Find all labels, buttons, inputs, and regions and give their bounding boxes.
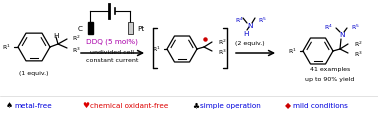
Text: 41 examples: 41 examples (310, 67, 350, 72)
Text: mild conditions: mild conditions (293, 102, 348, 108)
Bar (128, 23, 133, 35)
Text: undivided cell: undivided cell (90, 49, 134, 54)
Text: R$^5$: R$^5$ (258, 15, 267, 24)
Text: R$^4$: R$^4$ (235, 15, 244, 24)
Text: R$^2$: R$^2$ (354, 39, 363, 48)
Text: R$^5$: R$^5$ (351, 22, 360, 31)
Text: R$^1$: R$^1$ (2, 42, 11, 51)
Text: R$^3$: R$^3$ (72, 45, 81, 54)
Text: ♣: ♣ (192, 101, 199, 109)
Text: ♠: ♠ (6, 101, 13, 109)
Text: simple operation: simple operation (200, 102, 261, 108)
Text: H: H (53, 33, 59, 39)
Text: up to 90% yield: up to 90% yield (305, 76, 355, 81)
Text: C: C (78, 26, 83, 32)
Text: chemical oxidant-free: chemical oxidant-free (90, 102, 168, 108)
Text: R$^2$: R$^2$ (72, 33, 81, 42)
Text: (2 equiv.): (2 equiv.) (235, 41, 265, 46)
Text: (1 equiv.): (1 equiv.) (19, 71, 49, 76)
Text: N: N (339, 32, 345, 38)
Text: H: H (243, 31, 249, 37)
Text: constant current: constant current (86, 58, 138, 63)
Text: R$^1$: R$^1$ (152, 44, 161, 53)
Text: R$^2$: R$^2$ (218, 37, 227, 46)
Text: R$^1$: R$^1$ (288, 46, 297, 55)
Text: R$^3$: R$^3$ (354, 49, 363, 58)
Text: R$^4$: R$^4$ (324, 22, 333, 31)
Text: N: N (247, 23, 253, 29)
Bar (88, 23, 93, 35)
Text: R$^3$: R$^3$ (218, 47, 227, 56)
Text: DDQ (5 mol%): DDQ (5 mol%) (86, 38, 138, 45)
Text: ◆: ◆ (285, 101, 291, 109)
Text: Pt: Pt (137, 26, 144, 32)
Text: ♥: ♥ (82, 101, 89, 109)
Text: metal-free: metal-free (14, 102, 52, 108)
